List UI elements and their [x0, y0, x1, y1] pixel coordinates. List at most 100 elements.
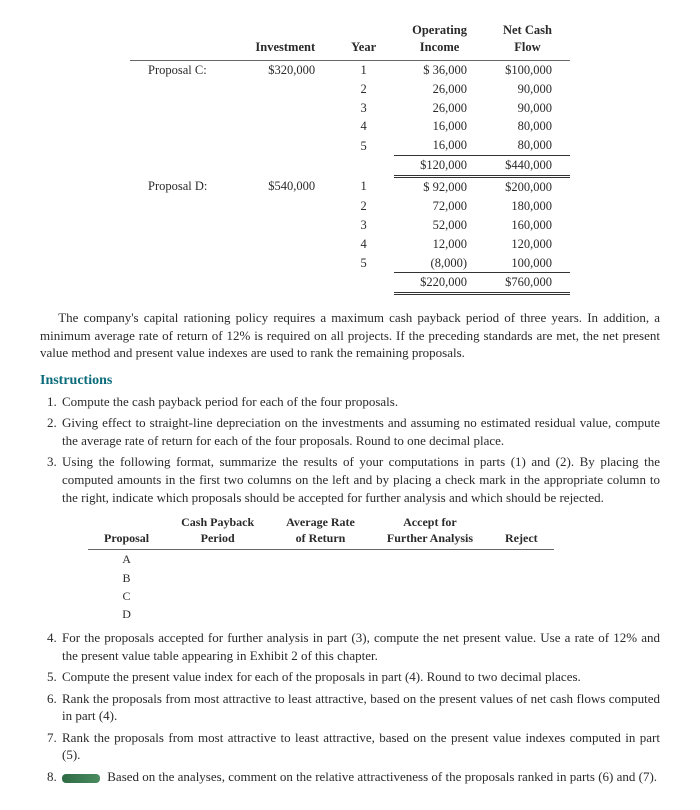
proposal-label: [130, 117, 237, 136]
investment-cell: [237, 117, 333, 136]
investment-cell: [237, 197, 333, 216]
cash-flow-cell: 120,000: [485, 235, 570, 254]
instruction-6: Rank the proposals from most attractive …: [60, 690, 660, 725]
summary-row: D: [88, 605, 554, 623]
table-total-row: $120,000$440,000: [130, 156, 570, 177]
year-cell: 5: [333, 136, 394, 155]
op-income-cell: (8,000): [394, 254, 485, 273]
proposal-label: [130, 216, 237, 235]
proposal-label: [130, 235, 237, 254]
cash-flow-cell: $100,000: [485, 60, 570, 79]
op-income-cell: 52,000: [394, 216, 485, 235]
col-investment: Investment: [237, 20, 333, 60]
year-cell: 1: [333, 60, 394, 79]
summary-proposal-cell: D: [88, 605, 165, 623]
investment-cell: [237, 235, 333, 254]
table-total-row: $220,000$760,000: [130, 273, 570, 294]
summary-row: B: [88, 569, 554, 587]
mt-col-arr: Average Rate of Return: [270, 512, 371, 550]
summary-table: Proposal Cash Payback Period Average Rat…: [88, 512, 554, 623]
proposal-label: Proposal C:: [130, 60, 237, 79]
investment-cell: [237, 216, 333, 235]
year-cell: 2: [333, 80, 394, 99]
table-row: 416,00080,000: [130, 117, 570, 136]
highlight-icon: [62, 774, 100, 783]
table-row: 516,00080,000: [130, 136, 570, 155]
col-year: Year: [333, 20, 394, 60]
op-income-cell: 16,000: [394, 136, 485, 155]
instruction-1: Compute the cash payback period for each…: [60, 393, 660, 411]
instruction-8-text: Based on the analyses, comment on the re…: [107, 769, 657, 784]
year-cell: 4: [333, 117, 394, 136]
instruction-3: Using the following format, summarize th…: [60, 453, 660, 623]
instruction-5: Compute the present value index for each…: [60, 668, 660, 686]
cash-flow-cell: $200,000: [485, 177, 570, 197]
op-income-cell: 16,000: [394, 117, 485, 136]
op-income-cell: $ 92,000: [394, 177, 485, 197]
table-row: 5(8,000)100,000: [130, 254, 570, 273]
op-income-cell: 26,000: [394, 80, 485, 99]
investment-cell: [237, 254, 333, 273]
summary-proposal-cell: A: [88, 550, 165, 569]
proposal-label: [130, 254, 237, 273]
proposal-label: [130, 136, 237, 155]
summary-proposal-cell: C: [88, 587, 165, 605]
table-row: 272,000180,000: [130, 197, 570, 216]
table-row: 326,00090,000: [130, 99, 570, 118]
table-row: 226,00090,000: [130, 80, 570, 99]
year-cell: 3: [333, 99, 394, 118]
cash-flow-cell: 90,000: [485, 99, 570, 118]
proposals-table: Investment Year Operating Income Net Cas…: [130, 20, 570, 295]
summary-row: C: [88, 587, 554, 605]
cash-flow-cell: 80,000: [485, 136, 570, 155]
op-income-total: $120,000: [394, 156, 485, 177]
op-income-total: $220,000: [394, 273, 485, 294]
col-blank: [130, 20, 237, 60]
mt-col-payback: Cash Payback Period: [165, 512, 270, 550]
cash-flow-cell: 100,000: [485, 254, 570, 273]
instruction-4: For the proposals accepted for further a…: [60, 629, 660, 664]
cash-flow-total: $760,000: [485, 273, 570, 294]
col-op-income: Operating Income: [394, 20, 485, 60]
investment-cell: $320,000: [237, 60, 333, 79]
instruction-7: Rank the proposals from most attractive …: [60, 729, 660, 764]
year-cell: 2: [333, 197, 394, 216]
op-income-cell: 72,000: [394, 197, 485, 216]
year-cell: 3: [333, 216, 394, 235]
year-cell: 5: [333, 254, 394, 273]
op-income-cell: 26,000: [394, 99, 485, 118]
proposal-label: [130, 80, 237, 99]
instruction-3-text: Using the following format, summarize th…: [62, 454, 660, 504]
mt-col-proposal: Proposal: [88, 512, 165, 550]
investment-cell: $540,000: [237, 177, 333, 197]
cash-flow-total: $440,000: [485, 156, 570, 177]
investment-cell: [237, 136, 333, 155]
year-cell: 1: [333, 177, 394, 197]
investment-cell: [237, 80, 333, 99]
instruction-2: Giving effect to straight-line depreciat…: [60, 414, 660, 449]
op-income-cell: $ 36,000: [394, 60, 485, 79]
proposal-label: [130, 197, 237, 216]
instructions-heading: Instructions: [40, 372, 660, 391]
table-row: Proposal D:$540,0001$ 92,000$200,000: [130, 177, 570, 197]
year-cell: 4: [333, 235, 394, 254]
instruction-8: Based on the analyses, comment on the re…: [60, 768, 660, 786]
col-cash-flow: Net Cash Flow: [485, 20, 570, 60]
investment-cell: [237, 99, 333, 118]
proposal-label: [130, 99, 237, 118]
cash-flow-cell: 90,000: [485, 80, 570, 99]
table-row: Proposal C:$320,0001$ 36,000$100,000: [130, 60, 570, 79]
mt-col-reject: Reject: [489, 512, 554, 550]
cash-flow-cell: 180,000: [485, 197, 570, 216]
table-row: 412,000120,000: [130, 235, 570, 254]
table-row: 352,000160,000: [130, 216, 570, 235]
proposal-label: Proposal D:: [130, 177, 237, 197]
cash-flow-cell: 160,000: [485, 216, 570, 235]
mt-col-accept: Accept for Further Analysis: [371, 512, 489, 550]
instructions-list: Compute the cash payback period for each…: [40, 393, 660, 786]
cash-flow-cell: 80,000: [485, 117, 570, 136]
summary-proposal-cell: B: [88, 569, 165, 587]
op-income-cell: 12,000: [394, 235, 485, 254]
summary-row: A: [88, 550, 554, 569]
policy-paragraph: The company's capital rationing policy r…: [40, 309, 660, 362]
